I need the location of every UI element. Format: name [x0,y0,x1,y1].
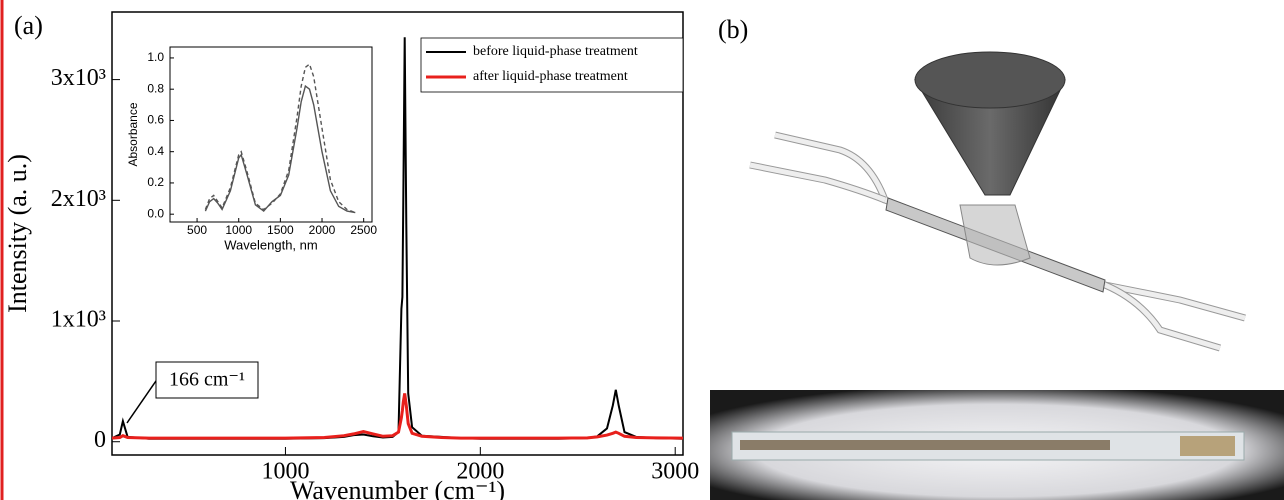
legend-box [420,37,684,93]
y-tick-label: 0 [94,427,106,453]
panel-label: (a) [14,11,43,40]
x-tick-label: 2000 [456,459,504,485]
y-tick-label: 0.2 [147,175,164,189]
y-tick-label: 1.0 [147,50,164,64]
y-axis-label: Intensity (a. u.) [3,154,32,313]
x-axis-label: Wavelength, nm [224,237,317,252]
series-line [111,393,684,440]
series-line [204,84,356,214]
legend-label: before liquid-phase treatment [473,44,638,59]
plot-frame [111,11,684,456]
y-tick-label: 0.4 [147,144,164,158]
annotation: 166 cm⁻¹ [169,369,245,391]
y-tick-label: 1x10³ [51,307,106,333]
fiber-diagram [749,51,1246,352]
annotation-arrow [126,377,159,424]
y-tick-label: 0.6 [147,113,164,127]
annotation-box [155,361,259,399]
x-tick-label: 1000 [261,459,309,485]
plots: 1000 2000 3000 0 1x10³ 2x10³ 3x10³ Wavenumber (… [3,11,699,500]
legend-label: after liquid-phase treatment [473,69,628,84]
x-tick-label: 1500 [267,223,294,237]
y-tick-label: 0.0 [147,206,164,220]
x-tick-label: 500 [187,223,207,237]
y-tick-label: 3x10³ [51,65,106,91]
x-tick-label: 1000 [225,223,252,237]
photo [710,390,1284,500]
x-axis-label: Wavenumber (cm⁻¹) [290,476,505,500]
y-tick-label: 2x10³ [51,186,106,212]
x-tick-label: 3000 [651,459,699,485]
panel-label: (b) [718,15,748,44]
y-axis-label: Absorbance [126,102,140,166]
x-tick-label: 2000 [309,223,336,237]
series-line [204,63,356,214]
plot-frame [169,46,373,223]
x-tick-label: 2500 [350,223,377,237]
y-tick-label: 0.8 [147,81,164,95]
